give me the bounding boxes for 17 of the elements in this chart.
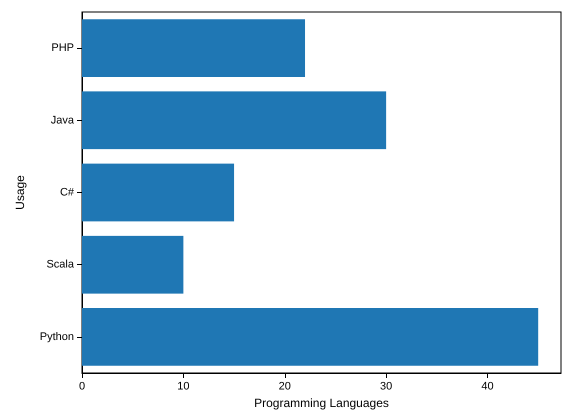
bar xyxy=(82,91,386,150)
x-tick-label: 20 xyxy=(278,380,291,392)
bar xyxy=(82,308,538,366)
bar xyxy=(82,19,306,77)
y-tick-label: C# xyxy=(60,186,75,198)
y-tick-label: Python xyxy=(40,330,74,343)
x-tick-label: 10 xyxy=(177,380,190,392)
bar xyxy=(82,164,234,222)
y-tick-label: Scala xyxy=(46,258,75,271)
bar xyxy=(82,236,184,294)
y-tick-label: Java xyxy=(50,114,75,126)
x-tick-label: 0 xyxy=(78,380,86,392)
x-tick-label: 40 xyxy=(481,380,494,392)
y-axis-title: Usage xyxy=(13,174,27,210)
y-tick-label: PHP xyxy=(51,42,74,54)
x-tick-label: 30 xyxy=(380,380,392,392)
x-axis-title: Programming Languages xyxy=(254,396,389,410)
